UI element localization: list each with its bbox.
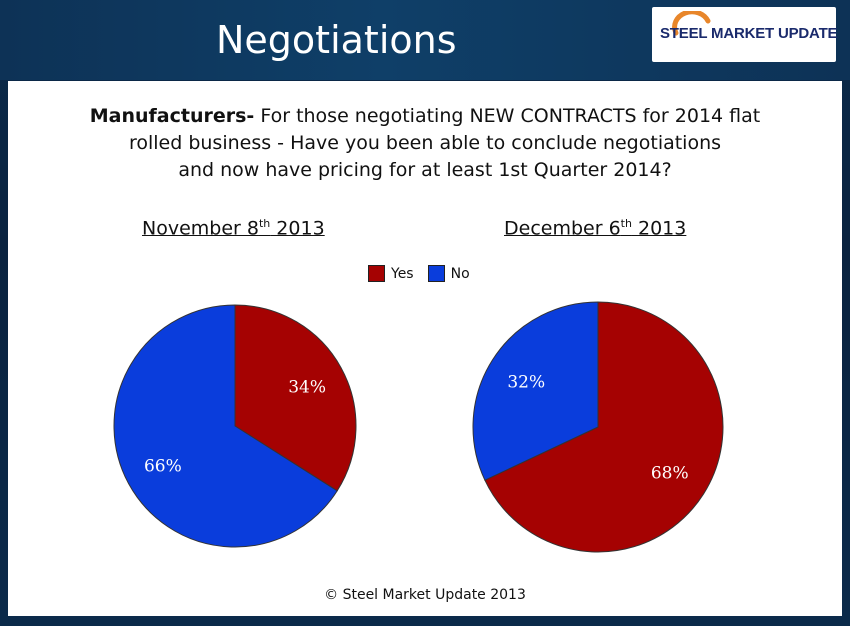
question-line-2: rolled business - Have you been able to … — [128, 132, 722, 154]
pie-label-november-yes: 34% — [288, 377, 326, 397]
chart-legend: Yes No — [368, 265, 478, 282]
chart-title-december-year: 2013 — [631, 217, 687, 240]
chart-title-december-main: December 6 — [504, 217, 621, 240]
slide-title: Negotiations — [216, 18, 457, 62]
pie-label-november-no: 66% — [144, 457, 182, 477]
logo-swoosh-icon — [672, 11, 711, 36]
pie-slice-november-yes — [234, 304, 357, 492]
legend-item-yes: Yes — [368, 265, 414, 282]
pie-slice-december-no — [472, 301, 599, 481]
logo-text-market-update: MARKET UPDATE — [711, 25, 838, 42]
chart-title-november-sup: th — [258, 217, 271, 230]
content-panel: Manufacturers- For those negotiating NEW… — [8, 81, 842, 616]
legend-label-no: No — [450, 265, 470, 282]
legend-item-no: No — [427, 265, 470, 282]
chart-title-november-year: 2013 — [270, 217, 325, 240]
pie-slice-november-no — [113, 304, 338, 548]
slide-header: Negotiations STEEL MARKET UPDATE — [0, 0, 850, 80]
logo-text-steel: STEEL — [660, 25, 708, 42]
survey-question: Manufacturers- For those negotiating NEW… — [8, 103, 842, 184]
question-line-3: and now have pricing for at least 1st Qu… — [178, 159, 672, 181]
chart-title-november: November 8th 2013 — [142, 217, 325, 239]
pie-label-december-yes: 68% — [651, 464, 689, 484]
copyright-footer: © Steel Market Update 2013 — [324, 587, 526, 603]
pie-charts: 34% 66% 68% 32% — [113, 301, 724, 553]
question-line-1: Manufacturers- For those negotiating NEW… — [8, 103, 842, 130]
legend-swatch-yes — [368, 265, 385, 282]
chart-title-december: December 6th 2013 — [504, 217, 686, 239]
steel-market-update-logo: STEEL MARKET UPDATE — [652, 7, 838, 62]
legend-swatch-no — [427, 265, 445, 282]
pie-label-december-no: 32% — [507, 372, 545, 392]
pie-slice-december-yes — [484, 301, 724, 553]
logo-text: STEEL MARKET UPDATE — [660, 25, 838, 42]
legend-label-yes: Yes — [391, 265, 414, 282]
chart-title-december-sup: th — [620, 217, 632, 230]
chart-title-november-main: November 8 — [142, 217, 259, 240]
question-line-1-rest: For those negotiating NEW CONTRACTS for … — [254, 105, 761, 127]
question-lead: Manufacturers- — [89, 105, 255, 127]
